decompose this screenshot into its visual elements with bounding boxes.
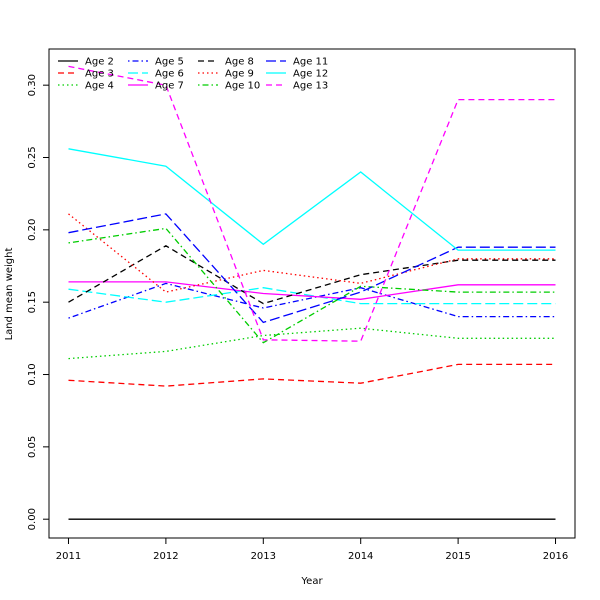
series-line-age-7 (68, 281, 556, 300)
legend-label: Age 12 (293, 69, 328, 80)
x-tick-label: 2016 (543, 551, 568, 562)
series-layer (68, 65, 556, 520)
series-line-age-8 (68, 245, 556, 305)
y-tick-label: 0.15 (27, 291, 38, 313)
plot-frame (48, 48, 576, 539)
legend-label: Age 6 (155, 69, 184, 80)
series-line-age-4 (68, 327, 556, 360)
y-tick-label: 0.25 (27, 146, 38, 168)
legend-label: Age 7 (155, 81, 184, 92)
legend-label: Age 5 (155, 57, 184, 68)
legend-label: Age 11 (293, 57, 328, 68)
series-line-age-9 (68, 213, 556, 293)
y-tick-label: 0.30 (27, 74, 38, 96)
legend-label: Age 9 (225, 69, 254, 80)
y-tick-label: 0.05 (27, 436, 38, 458)
x-tick-label: 2012 (153, 551, 178, 562)
series-line-age-13 (68, 65, 556, 342)
legend-label: Age 8 (225, 57, 254, 68)
x-tick-label: 2014 (348, 551, 373, 562)
legend-label: Age 3 (85, 69, 114, 80)
series-line-age-5 (68, 282, 556, 319)
legend-label: Age 10 (225, 81, 260, 92)
y-axis-title: Land mean weight (4, 248, 15, 341)
y-tick-label: 0.20 (27, 219, 38, 241)
x-axis-title: Year (300, 576, 323, 587)
y-tick-label: 0.00 (27, 508, 38, 530)
series-line-age-11 (68, 213, 556, 324)
series-line-age-3 (68, 363, 556, 387)
legend-label: Age 2 (85, 57, 114, 68)
x-tick-label: 2011 (56, 551, 81, 562)
series-line-age-10 (68, 227, 556, 344)
y-axis: 0.00 0.05 0.10 0.15 0.20 0.25 0.30 (27, 74, 49, 530)
x-axis: 2011 2012 2013 2014 2015 2016 (56, 538, 568, 562)
series-line-age-12 (68, 148, 556, 251)
legend-label: Age 13 (293, 81, 328, 92)
x-tick-label: 2013 (251, 551, 276, 562)
series-line-age-6 (68, 287, 556, 305)
legend-label: Age 4 (85, 81, 114, 92)
x-tick-label: 2015 (445, 551, 470, 562)
y-tick-label: 0.10 (27, 363, 38, 385)
